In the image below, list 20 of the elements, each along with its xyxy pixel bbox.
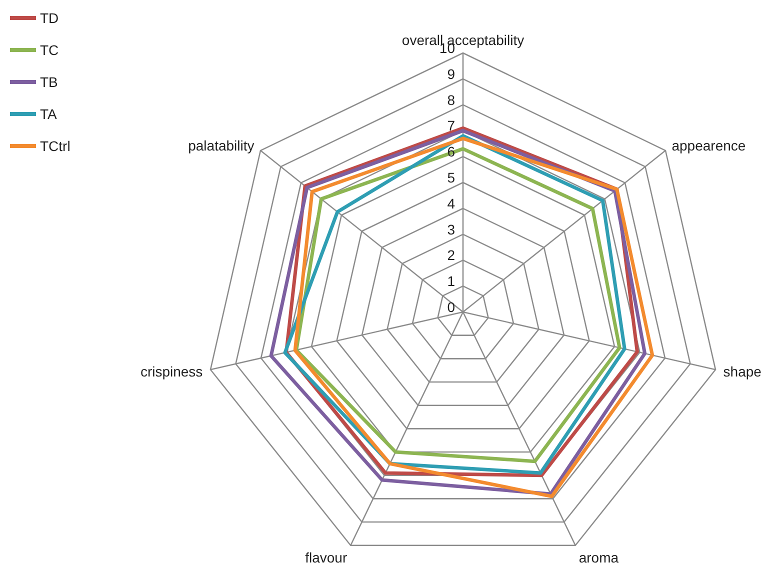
y-tick-label: 4 [447,195,456,212]
y-tick-label: 9 [447,66,456,82]
y-tick-label: 7 [447,118,456,134]
legend-label: TB [40,73,58,92]
y-tick-label: 5 [447,170,456,186]
legend-label: TA [40,105,57,124]
y-tick-label: 0 [447,299,456,315]
y-tick-label: 3 [447,221,456,238]
y-tick-label: 8 [447,92,456,108]
legend-label: TD [40,9,59,28]
legend-label: TC [40,41,59,60]
y-tick-label: 2 [447,247,456,264]
spoke-label: shape [723,363,762,380]
legend-label: TCtrl [40,137,70,156]
spoke-label: appearence [672,138,746,154]
spoke-label: palatability [188,138,254,154]
spoke-label: flavour [305,550,348,566]
spoke-label: aroma [578,550,619,566]
spoke-label: crispiness [140,363,203,380]
y-tick-label: 1 [447,273,456,290]
